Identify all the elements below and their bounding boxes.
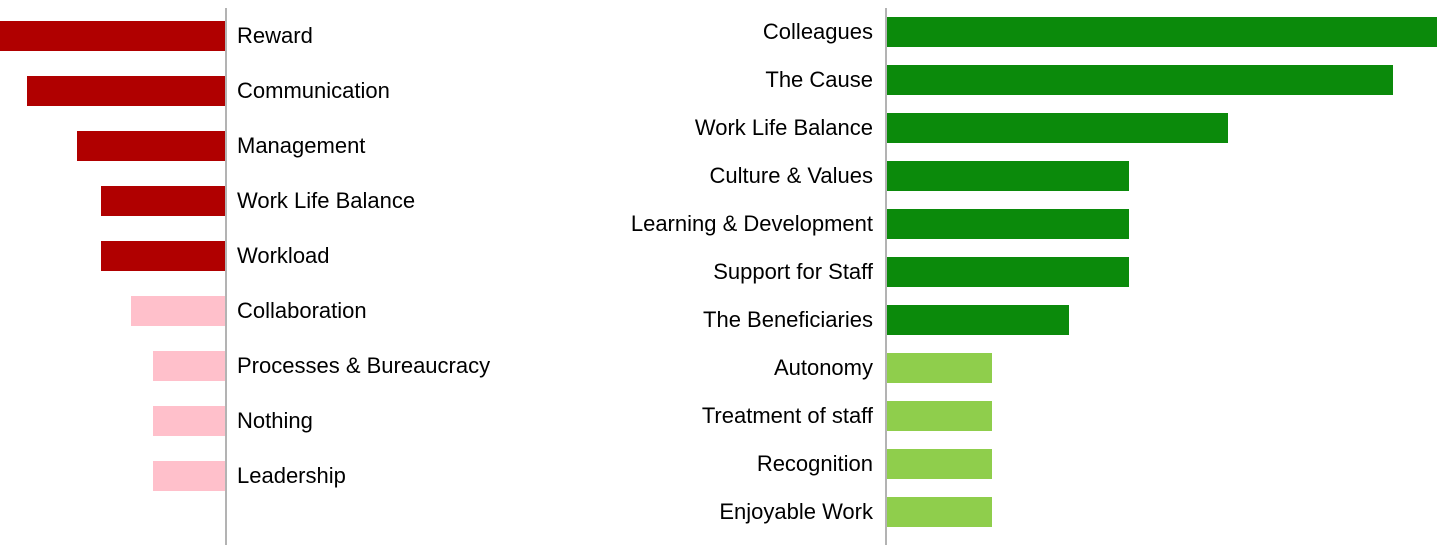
right-chart-row-enjoyable-work: Enjoyable Work — [600, 488, 1439, 536]
left-chart-row-reward: Reward — [0, 8, 600, 63]
right-chart-row-learning-and-development: Learning & Development — [600, 200, 1439, 248]
right-chart-bar-autonomy — [887, 353, 992, 383]
left-chart-row-work-life-balance: Work Life Balance — [0, 173, 600, 228]
right-chart-row-support-for-staff: Support for Staff — [600, 248, 1439, 296]
right-chart-label-the-beneficiaries: The Beneficiaries — [703, 307, 873, 333]
left-chart-panel: Reward Communication Management Work Life B… — [0, 0, 600, 553]
right-chart-bar-treatment-of-staff — [887, 401, 992, 431]
right-chart-label-learning-and-development: Learning & Development — [631, 211, 873, 237]
right-chart-row-autonomy: Autonomy — [600, 344, 1439, 392]
left-chart-bar-workload — [101, 241, 225, 271]
left-chart-label-communication: Communication — [237, 78, 390, 104]
right-chart-row-recognition: Recognition — [600, 440, 1439, 488]
right-chart-label-colleagues: Colleagues — [763, 19, 873, 45]
right-chart-row-the-cause: The Cause — [600, 56, 1439, 104]
left-chart-label-processes-and-bureaucracy: Processes & Bureaucracy — [237, 353, 490, 379]
left-chart-label-leadership: Leadership — [237, 463, 346, 489]
left-chart-row-communication: Communication — [0, 63, 600, 118]
left-chart-row-collaboration: Collaboration — [0, 283, 600, 338]
right-chart-label-autonomy: Autonomy — [774, 355, 873, 381]
left-chart-label-workload: Workload — [237, 243, 330, 269]
left-chart-bar-management — [77, 131, 226, 161]
right-chart-bar-recognition — [887, 449, 992, 479]
left-chart-label-reward: Reward — [237, 23, 313, 49]
left-chart-label-work-life-balance: Work Life Balance — [237, 188, 415, 214]
left-chart-bar-work-life-balance — [101, 186, 225, 216]
left-chart-rows: Reward Communication Management Work Life B… — [0, 0, 600, 553]
right-chart-row-the-beneficiaries: The Beneficiaries — [600, 296, 1439, 344]
left-chart-bar-reward — [0, 21, 225, 51]
right-chart-row-colleagues: Colleagues — [600, 8, 1439, 56]
left-chart-bar-collaboration — [131, 296, 226, 326]
right-chart-panel: Colleagues The Cause Work Life Balance Cult… — [600, 0, 1439, 553]
left-chart-bar-nothing — [153, 406, 225, 436]
right-chart-row-treatment-of-staff: Treatment of staff — [600, 392, 1439, 440]
right-chart-rows: Colleagues The Cause Work Life Balance Cult… — [600, 0, 1439, 553]
right-chart-row-work-life-balance: Work Life Balance — [600, 104, 1439, 152]
right-chart-bar-colleagues — [887, 17, 1437, 47]
right-chart-bar-culture-and-values — [887, 161, 1129, 191]
left-chart-label-management: Management — [237, 133, 365, 159]
left-chart-bar-leadership — [153, 461, 225, 491]
left-chart-bar-communication — [27, 76, 225, 106]
left-chart-row-nothing: Nothing — [0, 393, 600, 448]
right-chart-label-treatment-of-staff: Treatment of staff — [702, 403, 873, 429]
left-chart-row-management: Management — [0, 118, 600, 173]
right-chart-label-enjoyable-work: Enjoyable Work — [719, 499, 873, 525]
right-chart-bar-the-cause — [887, 65, 1393, 95]
right-chart-bar-learning-and-development — [887, 209, 1129, 239]
right-chart-label-work-life-balance: Work Life Balance — [695, 115, 873, 141]
left-chart-row-workload: Workload — [0, 228, 600, 283]
right-chart-label-support-for-staff: Support for Staff — [713, 259, 873, 285]
left-chart-label-collaboration: Collaboration — [237, 298, 367, 324]
left-chart-bar-processes-and-bureaucracy — [153, 351, 225, 381]
right-chart-bar-enjoyable-work — [887, 497, 992, 527]
right-chart-bar-support-for-staff — [887, 257, 1129, 287]
page: Reward Communication Management Work Life B… — [0, 0, 1439, 553]
left-chart-row-leadership: Leadership — [0, 448, 600, 503]
left-chart-row-processes-and-bureaucracy: Processes & Bureaucracy — [0, 338, 600, 393]
right-chart-label-the-cause: The Cause — [765, 67, 873, 93]
right-chart-bar-work-life-balance — [887, 113, 1228, 143]
right-chart-row-culture-and-values: Culture & Values — [600, 152, 1439, 200]
right-chart-label-culture-and-values: Culture & Values — [710, 163, 873, 189]
right-chart-bar-the-beneficiaries — [887, 305, 1069, 335]
left-chart-label-nothing: Nothing — [237, 408, 313, 434]
right-chart-label-recognition: Recognition — [757, 451, 873, 477]
